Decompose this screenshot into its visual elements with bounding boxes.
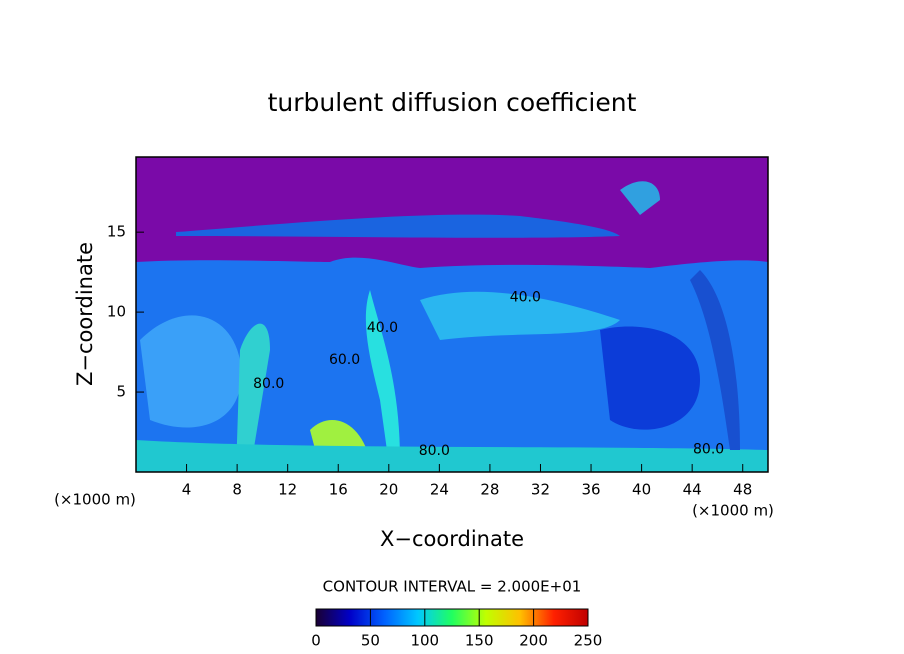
y-tick-label: 10 (107, 303, 126, 321)
x-tick-label: 44 (683, 481, 702, 499)
x-tick-label: 24 (430, 481, 449, 499)
x-unit: (×1000 m) (54, 491, 136, 509)
x-tick-label: 4 (182, 481, 192, 499)
x-tick-label: 48 (733, 481, 752, 499)
x-tick-label: 8 (232, 481, 242, 499)
x-unit-right: (×1000 m) (692, 502, 774, 520)
x-tick-label: 36 (581, 481, 600, 499)
contour-label: 40.0 (367, 320, 398, 336)
colorbar-tick-label: 250 (574, 632, 603, 650)
contour-label: 80.0 (253, 376, 284, 392)
y-tick-label: 5 (116, 383, 126, 401)
x-tick-label: 12 (278, 481, 297, 499)
y-axis-label: Z−coordinate (73, 242, 97, 386)
chart-title: turbulent diffusion coefficient (268, 88, 637, 117)
colorbar-tick-label: 100 (410, 632, 439, 650)
field (136, 157, 768, 472)
colorbar-tick-label: 0 (311, 632, 321, 650)
x-tick-label: 20 (379, 481, 398, 499)
x-tick-label: 16 (329, 481, 348, 499)
plot-frame (135, 156, 769, 473)
colorbar-tick-label: 50 (361, 632, 380, 650)
contour-label: 80.0 (419, 443, 450, 459)
x-axis-label: X−coordinate (380, 527, 524, 551)
colorbar-tick-label: 150 (465, 632, 494, 650)
x-tick-label: 40 (632, 481, 651, 499)
colorbar-tick-label: 200 (519, 632, 548, 650)
x-tick-label: 28 (480, 481, 499, 499)
y-tick-label: 15 (107, 223, 126, 241)
x-tick-label: 32 (531, 481, 550, 499)
contour-label: 60.0 (329, 352, 360, 368)
contour-interval: CONTOUR INTERVAL = 2.000E+01 (323, 578, 582, 596)
colorbar (315, 608, 589, 627)
contour-label: 80.0 (693, 442, 724, 458)
contour-label: 40.0 (510, 290, 541, 306)
